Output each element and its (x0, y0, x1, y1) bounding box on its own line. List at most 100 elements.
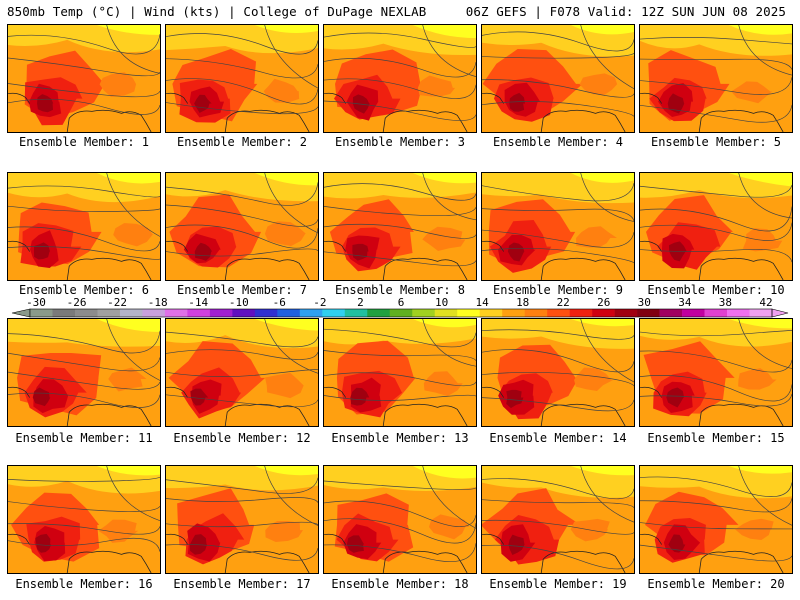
scale-tick-label: 38 (719, 296, 732, 309)
scale-segment (547, 309, 570, 317)
ensemble-map-panel (639, 172, 793, 281)
temperature-field-map (324, 319, 476, 426)
ensemble-map-panel (639, 465, 793, 574)
scale-segment (277, 309, 301, 317)
ensemble-map-panel (323, 172, 477, 281)
scale-segment (30, 309, 53, 317)
scale-segment (412, 309, 436, 317)
scale-tick-label: 2 (357, 296, 364, 309)
ensemble-member-label: Ensemble Member: 2 (176, 135, 308, 149)
scale-tick-label: -6 (273, 296, 286, 309)
scale-segment (659, 309, 683, 317)
scale-segment (614, 309, 638, 317)
scale-max-arrow (771, 308, 789, 318)
scale-tick-label: -18 (148, 296, 168, 309)
temperature-field-map (324, 25, 476, 132)
scale-tick-label: -30 (26, 296, 46, 309)
ensemble-member-label: Ensemble Member: 15 (647, 431, 785, 445)
ensemble-member-label: Ensemble Member: 7 (176, 283, 308, 297)
temperature-field-map (166, 173, 318, 280)
ensemble-member-label: Ensemble Member: 14 (489, 431, 627, 445)
temperature-field-map (8, 466, 160, 573)
scale-segment (74, 309, 98, 317)
scale-segment (367, 309, 391, 317)
ensemble-map-panel (165, 318, 319, 427)
scale-tick-label: 30 (638, 296, 651, 309)
temperature-field-map (640, 25, 792, 132)
scale-segment (502, 309, 525, 317)
scale-tick-label: 26 (597, 296, 610, 309)
ensemble-map-panel (165, 172, 319, 281)
ensemble-map-panel (165, 465, 319, 574)
temperature-field-map (8, 25, 160, 132)
scale-segment (727, 309, 750, 317)
ensemble-member-label: Ensemble Member: 1 (18, 135, 150, 149)
scale-segment (322, 309, 346, 317)
ensemble-member-label: Ensemble Member: 20 (647, 577, 785, 591)
scale-tick-label: 42 (759, 296, 772, 309)
temperature-field-map (166, 25, 318, 132)
scale-segment (434, 309, 458, 317)
ensemble-map-panel (165, 24, 319, 133)
scale-segment (254, 309, 278, 317)
temperature-field-map (166, 466, 318, 573)
scale-tick-label: -2 (313, 296, 326, 309)
scale-segment (457, 309, 480, 317)
scale-segment (637, 309, 660, 317)
scale-tick-label: 6 (398, 296, 405, 309)
scale-segment (97, 309, 121, 317)
run-valid-info: 06Z GEFS | F078 Valid: 12Z SUN JUN 08 20… (465, 4, 786, 19)
scale-segment (479, 309, 503, 317)
ensemble-map-panel (481, 465, 635, 574)
temperature-field-map (482, 466, 634, 573)
scale-segment (164, 309, 188, 317)
ensemble-map-panel (639, 318, 793, 427)
scale-segment (232, 309, 256, 317)
temperature-field-map (640, 466, 792, 573)
ensemble-member-label: Ensemble Member: 10 (647, 283, 785, 297)
temperature-field-map (482, 25, 634, 132)
ensemble-member-label: Ensemble Member: 17 (173, 577, 311, 591)
scale-segment (524, 309, 548, 317)
ensemble-member-label: Ensemble Member: 6 (18, 283, 150, 297)
scale-tick-label: -14 (188, 296, 208, 309)
ensemble-member-label: Ensemble Member: 8 (334, 283, 466, 297)
ensemble-member-label: Ensemble Member: 13 (331, 431, 469, 445)
temperature-field-map (482, 173, 634, 280)
scale-tick-label: 22 (557, 296, 570, 309)
ensemble-member-label: Ensemble Member: 5 (650, 135, 782, 149)
ensemble-member-label: Ensemble Member: 4 (492, 135, 624, 149)
temperature-field-map (640, 319, 792, 426)
scale-tick-label: 18 (516, 296, 529, 309)
ensemble-member-label: Ensemble Member: 18 (331, 577, 469, 591)
temperature-field-map (324, 466, 476, 573)
temperature-field-map (166, 319, 318, 426)
ensemble-map-panel (7, 465, 161, 574)
ensemble-map-panel (639, 24, 793, 133)
scale-tick-label: 14 (475, 296, 489, 309)
ensemble-map-panel (481, 24, 635, 133)
ensemble-map-panel (7, 172, 161, 281)
ensemble-member-label: Ensemble Member: 16 (15, 577, 153, 591)
chart-title: 850mb Temp (°C) | Wind (kts) | College o… (7, 4, 427, 19)
scale-segment (187, 309, 211, 317)
scale-tick-label: 10 (435, 296, 448, 309)
scale-segment (209, 309, 233, 317)
scale-segment (749, 309, 773, 317)
ensemble-member-label: Ensemble Member: 9 (492, 283, 624, 297)
ensemble-map-panel (323, 24, 477, 133)
temperature-field-map (324, 173, 476, 280)
scale-segment (592, 309, 615, 317)
ensemble-member-label: Ensemble Member: 19 (489, 577, 627, 591)
scale-tick-label: -26 (67, 296, 87, 309)
ensemble-map-panel (323, 465, 477, 574)
ensemble-map-panel (7, 318, 161, 427)
temperature-field-map (640, 173, 792, 280)
scale-segment (52, 309, 76, 317)
scale-tick-label: -22 (107, 296, 127, 309)
scale-min-arrow (11, 308, 31, 318)
temperature-color-scale: -30 -26 -22 -18 -14 -10 -6 -2 2 6 10 14 18 22 26 30 34 38… (11, 296, 789, 318)
scale-segment (704, 309, 728, 317)
scale-segment (682, 309, 705, 317)
ensemble-map-panel (481, 172, 635, 281)
